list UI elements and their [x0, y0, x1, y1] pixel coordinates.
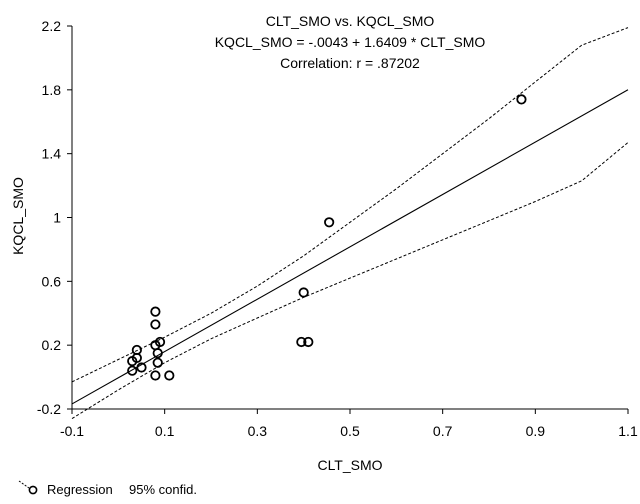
data-point: [516, 94, 527, 105]
legend-label-confidence: 95% confid.: [129, 482, 197, 497]
confidence-band-upper: [71, 27, 629, 383]
data-point: [150, 319, 161, 330]
chart-title: CLT_SMO vs. KQCL_SMO KQCL_SMO = -.0043 +…: [215, 13, 486, 71]
y-tick-label: 1.8: [42, 82, 62, 98]
x-tick-label: 1.1: [618, 423, 638, 439]
x-tick-label: -0.1: [60, 423, 84, 439]
data-point: [152, 357, 163, 368]
data-point: [296, 336, 307, 348]
legend-label-regression: Regression: [47, 482, 113, 497]
chart-title-line-3: Correlation: r = .87202: [280, 55, 420, 71]
y-tick-label: 2.2: [42, 18, 62, 34]
y-axis-label: KQCL_SMO: [10, 177, 26, 255]
data-point: [131, 352, 142, 364]
data-point: [164, 370, 175, 381]
regression-line: [71, 89, 629, 405]
data-point: [154, 336, 166, 348]
plot-area: [71, 27, 629, 420]
data-point: [136, 362, 147, 373]
data-point: [150, 306, 161, 317]
legend-dashed-line-swatch: [18, 480, 30, 489]
chart-title-line-1: CLT_SMO vs. KQCL_SMO: [266, 13, 435, 29]
y-tick-label: -0.2: [37, 401, 61, 417]
data-point: [127, 365, 138, 376]
x-tick-label: 0.7: [433, 423, 453, 439]
y-tick-label: 0.2: [42, 337, 62, 353]
data-point: [324, 217, 335, 228]
x-axis-label: CLT_SMO: [317, 457, 382, 473]
y-tick-label: 0.6: [42, 273, 62, 289]
x-tick-label: 0.3: [248, 423, 268, 439]
data-point: [303, 336, 314, 348]
data-point: [150, 370, 161, 381]
x-tick-label: 0.9: [526, 423, 546, 439]
legend: Regression 95% confid.: [18, 480, 197, 497]
data-point: [298, 287, 309, 298]
data-point: [152, 348, 163, 359]
confidence-band-lower: [71, 142, 629, 420]
y-tick-label: 1: [53, 210, 61, 226]
legend-circle-swatch: [28, 485, 38, 495]
x-tick-label: 0.5: [340, 423, 360, 439]
chart-title-line-2: KQCL_SMO = -.0043 + 1.6409 * CLT_SMO: [215, 34, 486, 50]
x-tick-label: 0.1: [155, 423, 175, 439]
y-tick-label: 1.4: [42, 146, 62, 162]
axes: -0.1 0.1 0.3 0.5 0.7 0.9 1.1 -0.2 0.2 0.6 1 1.4 1.8 2…: [37, 18, 638, 439]
